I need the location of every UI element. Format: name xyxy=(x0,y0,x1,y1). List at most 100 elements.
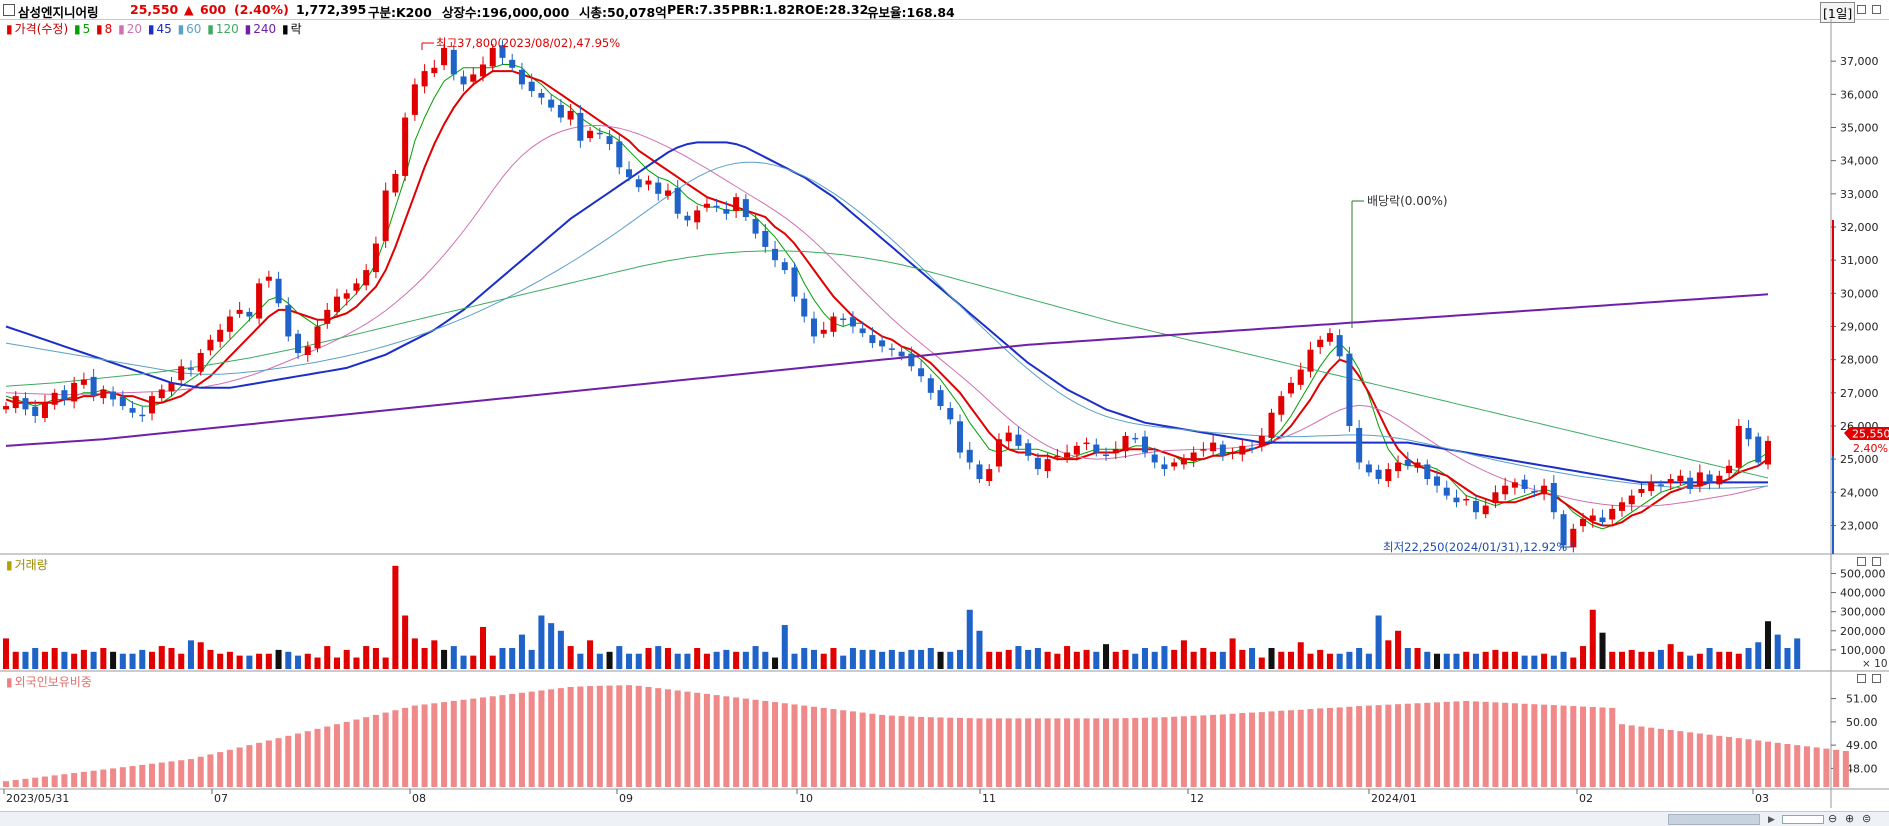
candle-body xyxy=(567,110,574,120)
stock-name[interactable]: 삼성엔지니어링 xyxy=(18,5,99,20)
legend-ma120[interactable]: 120 xyxy=(215,22,239,36)
maximize-button[interactable] xyxy=(1857,5,1866,14)
legend-ma45[interactable]: 45 xyxy=(156,22,172,36)
foreign-bar xyxy=(421,704,428,787)
candle-body xyxy=(1064,452,1071,458)
menu-checkbox[interactable] xyxy=(3,4,15,16)
volume-bar xyxy=(1005,649,1012,669)
foreign-bar xyxy=(1336,707,1343,787)
period-button[interactable]: [1일] xyxy=(1820,2,1856,23)
zoom-fit-icon[interactable]: ⊜ xyxy=(1862,812,1872,825)
zoom-slider[interactable] xyxy=(1782,815,1824,824)
foreign-bar xyxy=(947,717,954,787)
volume-title[interactable]: 거래량 xyxy=(14,558,48,572)
candle-body xyxy=(256,283,263,319)
foreign-bar xyxy=(927,717,934,787)
volume-bar xyxy=(158,646,165,669)
foreign-bar xyxy=(1268,711,1275,787)
volume-bar xyxy=(616,646,623,669)
candle-body xyxy=(441,47,448,66)
candle-body xyxy=(265,276,272,281)
candle-body xyxy=(236,309,243,314)
legend-ma60[interactable]: 60 xyxy=(186,22,202,36)
low-label: 최저22,250(2024/01/31),12.92% xyxy=(1383,540,1567,554)
volume-bar xyxy=(149,651,156,669)
foreign-bar xyxy=(1774,742,1781,787)
foreign-pane-max[interactable] xyxy=(1857,674,1866,683)
foreign-bar xyxy=(1443,701,1450,787)
legend-ex[interactable]: 락 xyxy=(290,22,302,36)
float-label: 유보율:168.84 xyxy=(867,5,955,20)
volume-bar xyxy=(781,625,788,669)
candle-body xyxy=(1453,497,1460,503)
foreign-bar xyxy=(840,710,847,787)
volume-bar xyxy=(849,647,856,669)
legend-ma5[interactable]: 5 xyxy=(82,22,91,36)
zoom-in-icon[interactable]: ⊕ xyxy=(1845,812,1855,825)
foreign-bar xyxy=(1803,746,1810,787)
foreign-title[interactable]: 외국인보유비중 xyxy=(14,675,92,689)
candle-body xyxy=(470,74,477,82)
foreign-bar xyxy=(976,718,983,787)
foreign-bar xyxy=(295,733,302,787)
scroll-right-icon[interactable]: ▶ xyxy=(1768,815,1775,825)
candle-body xyxy=(1112,449,1119,454)
volume-bar xyxy=(295,655,302,669)
foreign-bar xyxy=(470,698,477,787)
volume-bar xyxy=(567,646,574,669)
volume-bar xyxy=(596,653,603,669)
volume-bar xyxy=(1443,653,1450,669)
horizontal-scrollbar[interactable]: ▶ ⊖ ⊕ ⊜ xyxy=(0,811,1889,826)
legend-ma8[interactable]: 8 xyxy=(104,22,113,36)
volume-bar xyxy=(80,649,87,669)
candle-body xyxy=(1093,444,1100,453)
volume-tick-label: 100,000 xyxy=(1840,644,1886,657)
price-tick-label: 28,000 xyxy=(1840,354,1879,367)
volume-bar xyxy=(1336,653,1343,669)
volume-bar xyxy=(918,649,925,669)
candle-body xyxy=(1687,477,1694,489)
volume-pane-max[interactable] xyxy=(1857,557,1866,566)
volume-bar xyxy=(1278,651,1285,669)
legend-ma20[interactable]: 20 xyxy=(126,22,143,36)
candle-body xyxy=(1210,442,1217,452)
volume-pane-close[interactable] xyxy=(1872,557,1881,566)
volume-bar xyxy=(22,651,29,669)
volume-bar xyxy=(791,653,798,669)
volume-bar xyxy=(1657,649,1664,669)
legend-price[interactable]: 가격(수정) xyxy=(14,22,69,36)
volume-bar xyxy=(304,653,311,669)
volume-bar xyxy=(402,615,409,669)
foreign-bar xyxy=(1161,717,1168,787)
foreign-bar xyxy=(733,697,740,787)
volume-bar xyxy=(2,638,10,669)
foreign-bar xyxy=(956,717,964,787)
zoom-out-icon[interactable]: ⊖ xyxy=(1828,812,1838,825)
close-button[interactable] xyxy=(1872,5,1881,14)
foreign-bar xyxy=(1287,710,1295,787)
volume-bar xyxy=(1745,647,1752,669)
candle-body xyxy=(207,339,214,351)
volume-bar xyxy=(1424,651,1431,669)
foreign-bar xyxy=(129,766,136,787)
volume-value: 1,772,395 xyxy=(296,2,367,17)
candle-body xyxy=(1385,469,1392,482)
foreign-bar xyxy=(742,698,749,787)
price-tick-label: 34,000 xyxy=(1840,155,1879,168)
volume-bar xyxy=(733,651,740,669)
volume-tick-label: 300,000 xyxy=(1840,606,1886,619)
volume-bar xyxy=(499,647,506,669)
foreign-bar xyxy=(626,685,633,787)
foreign-bar xyxy=(1541,704,1548,787)
foreign-pane-close[interactable] xyxy=(1872,674,1881,683)
foreign-bar xyxy=(859,712,866,787)
foreign-bar xyxy=(236,747,243,787)
candle-body xyxy=(275,278,282,304)
foreign-tick-label: 49.00 xyxy=(1846,739,1878,752)
scroll-thumb[interactable] xyxy=(1668,814,1760,825)
legend-ma240[interactable]: 240 xyxy=(253,22,277,36)
candle-body xyxy=(1463,498,1470,501)
volume-bar xyxy=(1229,638,1236,669)
foreign-bar xyxy=(1083,718,1090,787)
